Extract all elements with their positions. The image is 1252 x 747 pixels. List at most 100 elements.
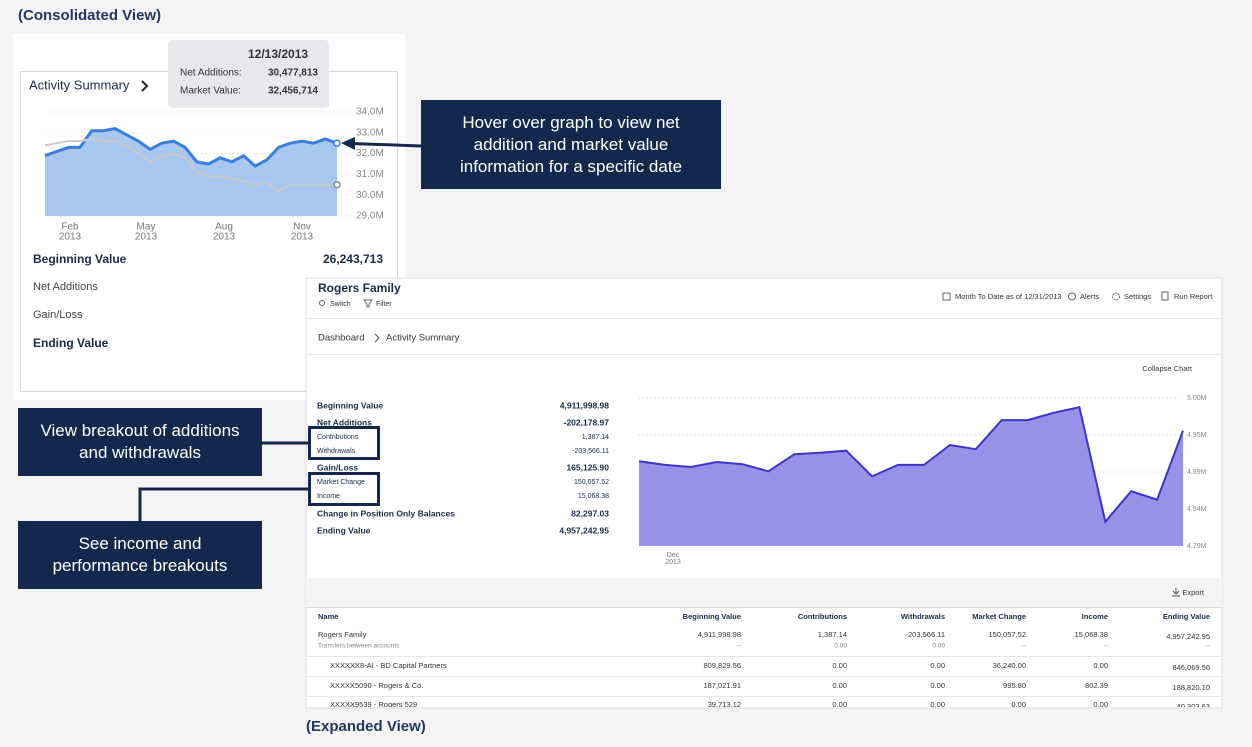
collapse-chart: Collapse Chart [1142,364,1193,373]
alert-icon[interactable] [1068,292,1076,301]
hover-point [333,181,341,189]
toolbar-band [306,578,1222,607]
x-tick-label: Dec [667,552,680,559]
y-tick-label: 4.84M [1187,506,1207,513]
summary-value: -202,178.97 [564,417,610,427]
toolbar-item: Run Report [1174,292,1213,301]
table: Name Beginning Value Contributions Withdraw… [306,612,1222,711]
summary-label: Change in Position Only Balances [317,508,455,518]
table-cell: 809,829.56 [703,661,741,670]
summary-value: 1,387.14 [582,434,609,441]
y-tick-label: 33.0M [356,127,384,138]
column-header: Beginning Value [683,612,741,621]
breadcrumb: Dashboard [318,333,364,344]
account-title: Rogers Family [318,281,401,295]
summary-label: Contributions [317,434,359,441]
column-header: Market Change [972,612,1026,621]
table-cell: 40,303.63 [1177,702,1210,711]
column-header: Name [318,612,338,621]
summary-value: 4,911,998.98 [560,400,609,410]
calendar-icon[interactable] [942,292,951,301]
callout: Hover over graph to view net addition an… [421,100,721,189]
search-icon[interactable] [319,300,325,306]
export-icon[interactable] [1172,588,1180,597]
summary-label: Gain/Loss [317,462,358,472]
x-tick-label: 2013 [291,232,314,243]
summary-label: Beginning Value [33,252,127,266]
column-header: Contributions [798,612,847,621]
y-tick-label: 34.0M [356,107,384,118]
area [45,128,337,216]
view-label: (Expanded View) [306,718,426,735]
table-cell: -- [1206,643,1210,650]
table-cell: XXXXX9539 - Rogers 529 [330,700,417,709]
line [44,137,337,193]
y-tick-label: 4.89M [1187,469,1207,476]
toolbar-item: Settings [1124,292,1151,301]
settings-icon[interactable] [1112,292,1120,301]
summary-value: 4,957,242.95 [559,525,609,535]
hover-point [333,139,341,147]
tooltip-value: 32,456,714 [268,86,318,97]
table-cell: 188,820.10 [1172,683,1210,692]
highlight-box [308,472,380,506]
x-tick-label: 2013 [135,232,158,243]
line [638,406,1184,524]
summary-label: Ending Value [33,336,109,350]
card-title: Activity Summary [29,77,130,92]
table-cell: -- [1104,643,1108,650]
table-cell: -- [1022,643,1026,650]
table-cell: 0.00 [930,661,945,670]
summary-label: Gain/Loss [33,309,83,321]
summary-value: 150,057.52 [574,479,609,486]
y-tick-label: 4.79M [1187,543,1207,550]
header-action: Switch [330,301,351,308]
chevron [141,80,149,92]
summary-value: 82,297.03 [571,508,609,518]
y-tick-label: 29.0M [356,211,384,222]
callout: View breakout of additions and withdrawa… [18,408,262,476]
connector [138,487,309,521]
table-cell: 0.00 [930,700,945,709]
breadcrumb-chevron [374,333,380,343]
table-cell: 4,957,242.95 [1166,632,1210,641]
summary-label: Withdrawals [317,448,356,455]
arrowhead [341,137,355,150]
callout: See income and performance breakouts [18,521,262,589]
summary-label: Net Additions [33,281,98,293]
table-cell: 0.00 [832,681,847,690]
tooltip [168,40,329,108]
summary-label: Income [317,493,340,500]
area [639,407,1183,546]
table-cell: Rogers Family [318,630,367,639]
table-cell: 15,068.38 [1075,630,1108,639]
x-tick-label: May [137,222,156,233]
table-cell: XXXXXX8-AI - BD Capital Partners [330,661,447,670]
column-header: Income [1082,612,1108,621]
summary-label: Ending Value [317,525,371,535]
x-tick-label: Aug [215,222,233,233]
filter-icon[interactable] [363,299,373,308]
table-cell: 0.00 [832,661,847,670]
table-cell: 0.00 [1093,700,1108,709]
table-cell: 0.00 [834,643,847,650]
export-button: Export [1182,588,1205,597]
summary-value: -203,566.11 [572,448,609,455]
table-cell: 846,069.56 [1172,663,1210,672]
table-cell: 802.39 [1085,681,1108,690]
connector [351,142,422,148]
x-tick-label: 2013 [59,232,82,243]
summary-label: Beginning Value [317,400,383,410]
table-cell: 0.00 [1093,661,1108,670]
x-tick-label: Feb [61,222,79,233]
table-cell: -203,566.11 [906,630,945,639]
summary-value: 15,068.38 [578,493,609,500]
summary-label: Market Change [317,479,365,486]
table-cell: XXXXX5090 - Rogers & Co. [330,681,423,690]
summary-value: 165,125.90 [566,462,609,472]
table-cell: -- [737,643,741,650]
table-cell: 0.00 [1011,700,1026,709]
report-icon[interactable] [1161,291,1169,301]
